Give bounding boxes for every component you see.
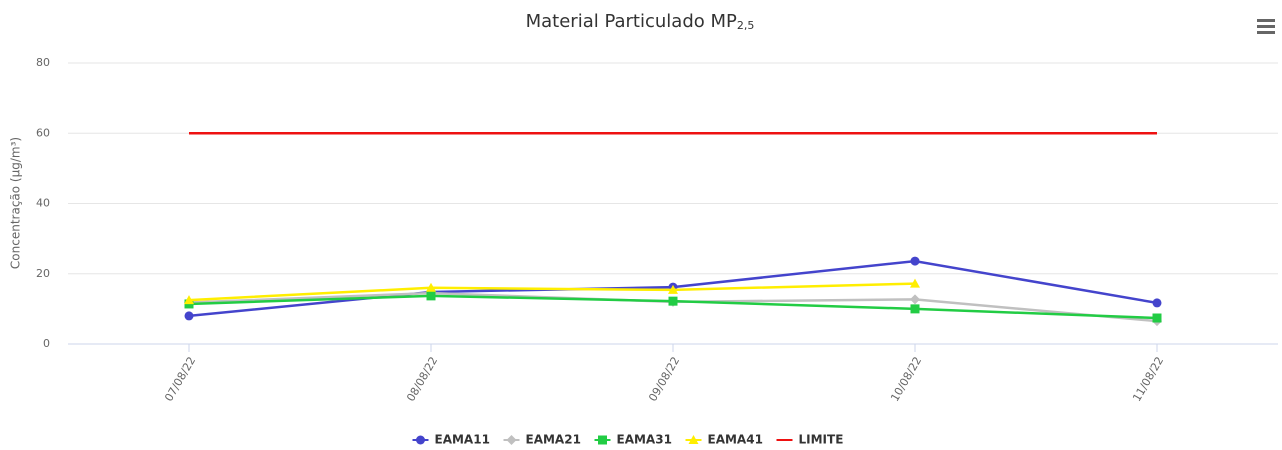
legend-label: EAMA21 [526,433,581,447]
title-subscript: 2,5 [737,19,755,32]
data-point [910,304,920,314]
y-axis-label: Concentração (µg/m³) [9,137,23,269]
menu-bar [1257,25,1275,28]
legend-item[interactable]: LIMITE [776,433,844,447]
data-point [910,278,920,288]
chart-title: Material Particulado MP2,5 [526,11,755,32]
data-point [668,296,678,306]
data-point [1152,313,1162,323]
legend-item[interactable]: EAMA11 [412,433,490,447]
data-point [668,284,678,294]
legend-item[interactable]: EAMA41 [685,433,763,447]
menu-bar [1257,31,1275,34]
legend-item[interactable]: EAMA31 [594,433,672,447]
legend-item[interactable]: EAMA21 [503,433,581,447]
data-point [184,295,194,305]
data-point [426,291,436,301]
data-point [910,256,920,266]
x-tick-label: 08/08/22 [404,355,440,404]
menu-bar [1257,19,1275,22]
y-tick-label: 80 [36,56,50,69]
legend-label: EAMA11 [435,433,490,447]
legend-marker [506,435,517,445]
y-tick-label: 20 [36,267,50,280]
legend-label: LIMITE [799,433,844,447]
legend-label: EAMA31 [617,433,672,447]
x-tick-label: 11/08/22 [1130,355,1166,404]
legend-label: EAMA41 [708,433,763,447]
legend-marker [416,435,425,445]
x-tick-label: 07/08/22 [162,355,198,404]
y-tick-label: 40 [36,197,50,210]
legend-marker [688,435,699,444]
x-tick-label: 10/08/22 [888,355,924,404]
data-point [1152,298,1162,308]
data-point [910,294,920,305]
data-point [426,282,436,292]
y-tick-label: 0 [43,337,50,350]
menu-button[interactable] [1257,19,1275,34]
x-tick-label: 09/08/22 [646,355,682,404]
legend-marker [598,435,607,445]
data-point [184,311,194,321]
y-tick-label: 60 [36,126,50,139]
series-line [188,282,916,302]
title-main: Material Particulado MP [526,11,737,32]
